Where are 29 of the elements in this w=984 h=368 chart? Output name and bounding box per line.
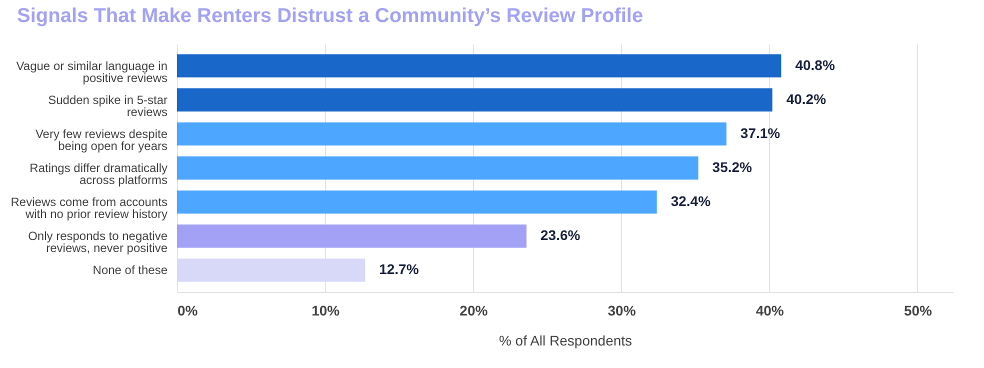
y-tick-label: Sudden spike in 5-star reviews (48, 92, 168, 119)
y-tick-label: None of these (92, 263, 168, 278)
x-tick-label: 30% (608, 302, 636, 318)
bar (177, 190, 657, 214)
y-tick-label: Very few reviews despite being open for years (35, 126, 168, 153)
data-label: 40.2% (786, 90, 827, 107)
x-tick-label: 0% (178, 302, 198, 318)
data-label: 32.4% (670, 193, 712, 210)
data-label: 40.8% (795, 56, 836, 73)
y-tick-label: Ratings differ dramatically across platforms (30, 161, 168, 187)
bar (177, 156, 698, 180)
bar (177, 88, 772, 112)
data-label: 35.2% (712, 159, 753, 175)
x-axis-title: % of All Respondents (498, 332, 632, 348)
y-tick-label: Reviews come from accounts with no prior review history (10, 195, 168, 222)
x-tick-label: 10% (312, 302, 340, 318)
x-tick-label: 50% (904, 302, 933, 318)
bar (177, 258, 366, 282)
bar (177, 54, 782, 78)
data-label: 23.6% (540, 227, 581, 244)
y-tick-label: Vague or similar language in positive reviews (16, 58, 168, 85)
y-tick-label: Only responds to negative reviews, never positive (28, 229, 168, 256)
x-tick-label: 20% (460, 302, 488, 318)
data-label: 37.1% (740, 124, 781, 141)
chart-title: Signals That Make Renters Distrust a Community’s Review Profile (17, 5, 644, 27)
bar (177, 224, 526, 248)
data-label: 12.7% (379, 261, 420, 278)
x-tick-label: 40% (756, 302, 784, 318)
bar (177, 122, 726, 146)
